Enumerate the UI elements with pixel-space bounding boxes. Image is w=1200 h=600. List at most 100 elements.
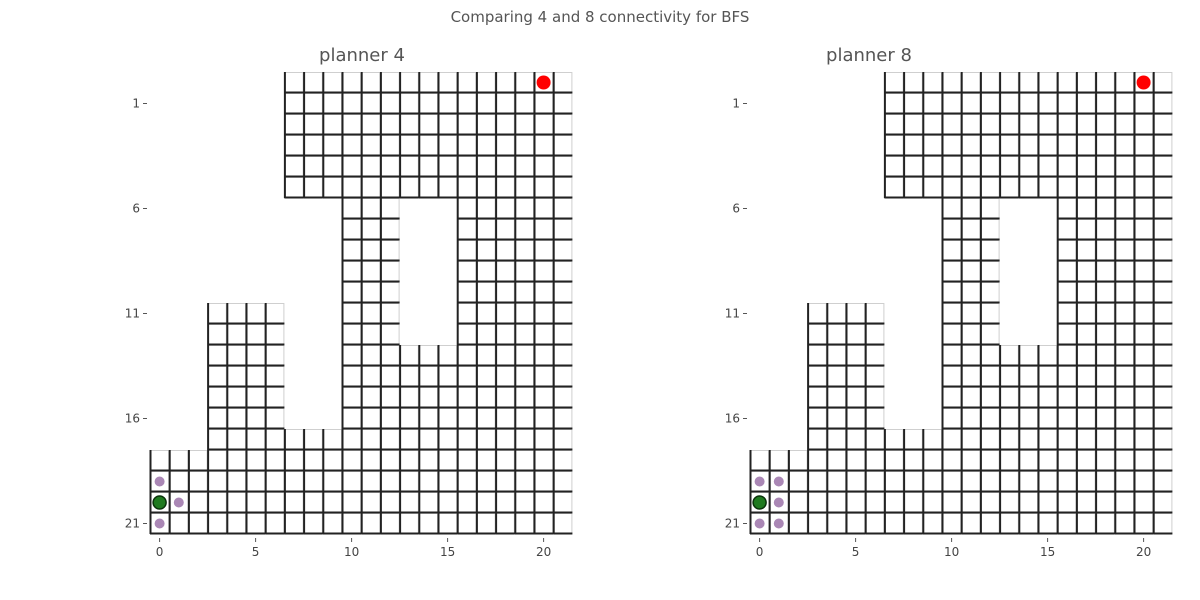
- grid-cell: [865, 513, 885, 534]
- grid-cell: [342, 177, 362, 198]
- grid-cell: [284, 156, 304, 177]
- grid-cell: [342, 408, 362, 429]
- grid-cell: [457, 387, 477, 408]
- grid-cell: [942, 324, 962, 345]
- grid-cell: [1134, 261, 1154, 282]
- grid-cell: [438, 366, 458, 387]
- grid-cell: [1076, 324, 1096, 345]
- grid-cell: [922, 72, 942, 93]
- grid-cell: [846, 324, 866, 345]
- grid-cell: [1076, 240, 1096, 261]
- grid-cell: [553, 177, 573, 198]
- grid-cell: [246, 345, 266, 366]
- grid-cell: [418, 156, 438, 177]
- grid-cell: [322, 114, 342, 135]
- grid-cell: [265, 387, 285, 408]
- x-tick-label: 20: [1136, 545, 1151, 559]
- x-tick-label: 20: [536, 545, 551, 559]
- grid-cell: [476, 324, 496, 345]
- grid-cell: [380, 387, 400, 408]
- grid-cell: [1114, 387, 1134, 408]
- grid-cell: [361, 240, 381, 261]
- grid-cell: [865, 429, 885, 450]
- grid-cell: [534, 93, 554, 114]
- grid-cell: [495, 156, 515, 177]
- figure-title: Comparing 4 and 8 connectivity for BFS: [450, 8, 750, 26]
- grid-cell: [1038, 366, 1058, 387]
- grid-cell: [903, 177, 923, 198]
- grid-cell: [1095, 366, 1115, 387]
- grid-cell: [380, 177, 400, 198]
- grid-cell: [399, 450, 419, 471]
- grid-cell: [226, 303, 247, 324]
- grid-cell: [1057, 303, 1077, 324]
- grid-cell: [884, 135, 904, 156]
- grid-cell: [476, 366, 496, 387]
- grid-cell: [980, 261, 1000, 282]
- grid-cell: [457, 261, 477, 282]
- grid-cell: [342, 513, 362, 534]
- start-marker: [152, 495, 167, 510]
- grid-cell: [418, 429, 438, 450]
- grid-cell: [303, 72, 323, 93]
- grid-cell: [265, 513, 285, 534]
- grid-cell: [303, 114, 323, 135]
- grid-cell: [1095, 198, 1115, 219]
- x-tick-label: 5: [852, 545, 860, 559]
- grid-cell: [1076, 177, 1096, 198]
- grid-cell: [1076, 198, 1096, 219]
- grid-cell: [438, 471, 458, 492]
- grid-cell: [865, 450, 885, 471]
- grid-cell: [826, 303, 847, 324]
- grid-cell: [188, 513, 208, 534]
- grid-cell: [188, 450, 208, 471]
- grid-cell: [1057, 177, 1077, 198]
- grid-cell: [284, 114, 304, 135]
- grid-cell: [418, 345, 438, 366]
- grid-cell: [534, 240, 554, 261]
- grid-cell: [961, 366, 981, 387]
- grid-cell: [438, 408, 458, 429]
- grid-cell: [361, 282, 381, 303]
- grid-cell: [495, 72, 515, 93]
- grid-cell: [884, 72, 904, 93]
- grid-cell: [1114, 135, 1134, 156]
- grid-cell: [534, 450, 554, 471]
- grid-cell: [1076, 219, 1096, 240]
- grid-cell: [303, 156, 323, 177]
- grid-cell: [980, 240, 1000, 261]
- grid-cell: [246, 471, 266, 492]
- explored-cells: [154, 476, 184, 529]
- x-tick-label: 15: [440, 545, 455, 559]
- grid-cell: [1057, 261, 1077, 282]
- grid-cell: [788, 450, 808, 471]
- grid-cell: [961, 408, 981, 429]
- grid-cell: [361, 156, 381, 177]
- grid-cell: [399, 366, 419, 387]
- grid-cell: [1095, 408, 1115, 429]
- grid-cell: [826, 345, 847, 366]
- grid-cell: [865, 471, 885, 492]
- grid-cell: [534, 366, 554, 387]
- grid-cell: [1095, 303, 1115, 324]
- grid-cell: [922, 513, 942, 534]
- grid-cell: [1114, 93, 1134, 114]
- grid-cell: [188, 471, 208, 492]
- grid-cell: [1153, 408, 1173, 429]
- grid-cell: [207, 513, 227, 534]
- grid-cell: [380, 156, 400, 177]
- grid-cell: [361, 408, 381, 429]
- grid-cell: [534, 135, 554, 156]
- grid-cell: [303, 492, 323, 513]
- grid-cell: [1076, 408, 1096, 429]
- grid-cell: [380, 345, 400, 366]
- grid-cell: [246, 324, 266, 345]
- grid-cell: [284, 450, 304, 471]
- grid-cell: [980, 513, 1000, 534]
- grid-cell: [807, 513, 827, 534]
- grid-cell: [495, 135, 515, 156]
- grid-cell: [980, 135, 1000, 156]
- grid-cell: [246, 492, 266, 513]
